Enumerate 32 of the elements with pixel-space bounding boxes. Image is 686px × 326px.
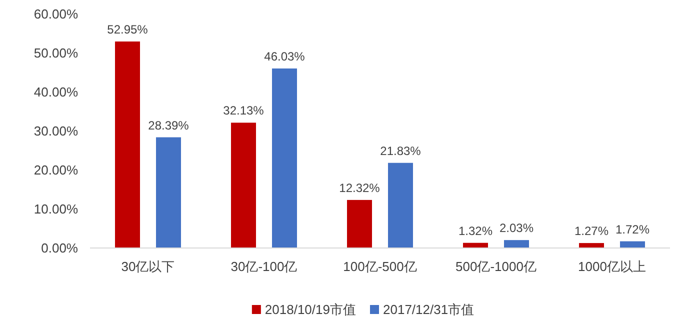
data-label: 32.13% [223,104,264,118]
y-tick-label: 10.00% [34,202,78,216]
y-tick-label: 0.00% [41,240,78,256]
x-tick-label: 500亿-1000亿 [456,259,536,274]
y-tick-label: 50.00% [34,46,78,60]
bar [115,41,140,248]
bar [579,243,604,248]
bar [504,240,529,248]
x-tick-label: 1000亿以上 [578,259,646,274]
bar [388,162,413,248]
data-label: 21.83% [380,144,422,158]
bar [156,137,181,248]
y-tick-label: 60.00% [34,6,78,22]
data-label: 52.95% [107,22,148,36]
x-tick-label: 30亿以下 [121,259,175,274]
data-label: 1.27% [574,224,609,238]
legend-label: 2017/12/31市值 [383,302,474,317]
data-label: 28.39% [148,118,190,132]
y-tick-label: 30.00% [34,124,78,138]
y-tick-label: 20.00% [34,162,78,178]
bar [347,200,372,248]
x-tick-label: 100亿-500亿 [343,259,417,274]
bar [272,68,297,248]
y-tick-label: 40.00% [34,84,78,100]
data-label: 1.32% [458,224,493,238]
x-tick-label: 30亿-100亿 [230,259,298,274]
bar [231,122,256,248]
legend-label: 2018/10/19市值 [264,302,356,317]
data-label: 1.72% [615,222,650,236]
data-label: 46.03% [264,49,306,64]
data-label: 12.32% [339,180,380,195]
data-label: 2.03% [499,221,534,236]
